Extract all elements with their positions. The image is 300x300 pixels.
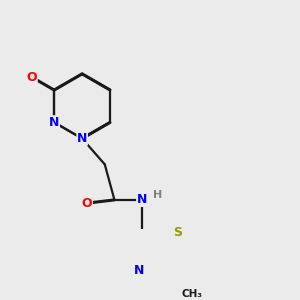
Text: CH₃: CH₃ [182,289,203,298]
Text: N: N [49,116,59,129]
Text: H: H [153,190,163,200]
Text: N: N [137,194,147,206]
Text: S: S [173,226,182,239]
Text: O: O [82,196,92,210]
Text: O: O [26,70,37,84]
Text: N: N [77,132,87,145]
Text: N: N [134,265,144,278]
